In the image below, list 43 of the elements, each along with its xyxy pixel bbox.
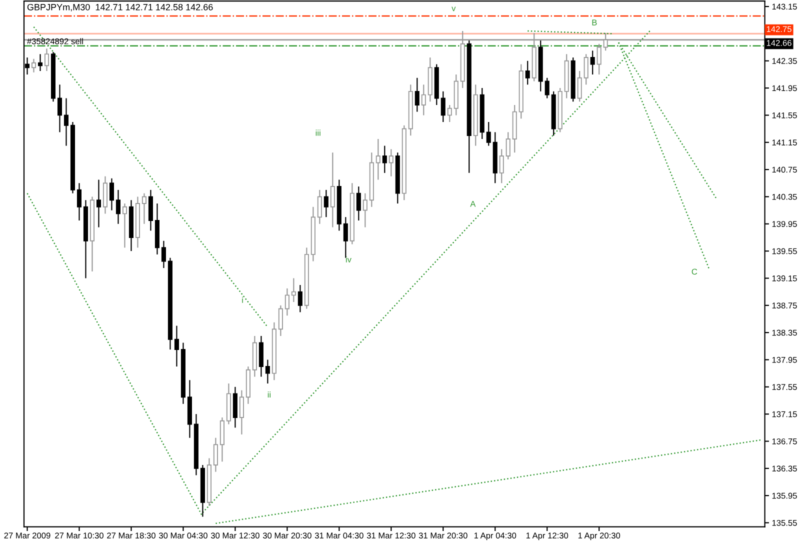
x-tick-label: 27 Mar 18:30 [107, 532, 156, 538]
y-tick-label: 141.95 [772, 85, 797, 92]
annotation: ii [268, 392, 270, 398]
x-tick-label: 31 Mar 20:30 [418, 532, 468, 538]
annotation: C [692, 268, 698, 275]
ref-line-label: 142.66 [766, 40, 792, 46]
chart-title: GBPJPYm,M30 142.71 142.71 142.58 142.66 [27, 4, 213, 12]
y-tick-label: 141.15 [772, 140, 797, 146]
annotation: iii [316, 130, 320, 136]
y-tick-label: 135.55 [772, 520, 797, 526]
y-tick-label: 143.15 [772, 4, 797, 10]
y-tick-label: 136.75 [772, 438, 797, 444]
y-tick-label: 137.15 [772, 411, 797, 418]
annotation: A [470, 200, 476, 207]
y-tick-label: 141.55 [772, 112, 797, 118]
annotation: iv [346, 256, 352, 262]
x-tick-label: 30 Mar 12:30 [210, 532, 260, 538]
y-tick-label: 135.95 [772, 492, 797, 499]
y-tick-label: 137.55 [772, 384, 797, 390]
x-tick-label: 27 Mar 10:30 [55, 532, 104, 538]
x-tick-label: 1 Apr 20:30 [578, 532, 620, 540]
y-tick-label: 140.35 [772, 194, 797, 200]
ref-line-label: #35824892 sell [27, 38, 83, 44]
y-tick-label: 139.15 [772, 275, 797, 282]
annotation: v [452, 6, 456, 12]
x-tick-label: 1 Apr 12:30 [526, 532, 568, 540]
x-tick-label: 27 Mar 2009 [4, 532, 50, 538]
y-tick-label: 138.35 [772, 330, 797, 336]
annotation: i [242, 296, 243, 303]
y-tick-label: 136.35 [772, 466, 797, 472]
x-tick-label: 30 Mar 04:30 [158, 532, 208, 538]
y-tick-label: 138.75 [772, 302, 797, 308]
x-tick-label: 30 Mar 20:30 [262, 532, 312, 538]
y-tick-label: 139.95 [772, 221, 797, 227]
y-tick-label: 142.35 [772, 58, 797, 64]
y-tick-label: 140.75 [772, 166, 797, 173]
x-tick-label: 1 Apr 04:30 [474, 532, 516, 540]
x-tick-label: 31 Mar 12:30 [366, 532, 416, 538]
y-tick-label: 137.95 [772, 356, 797, 363]
y-tick-label: 139.55 [772, 248, 797, 254]
annotation: B [592, 20, 597, 26]
x-tick-label: 31 Mar 04:30 [314, 532, 364, 538]
ref-line-label: 142.75 [766, 26, 792, 32]
